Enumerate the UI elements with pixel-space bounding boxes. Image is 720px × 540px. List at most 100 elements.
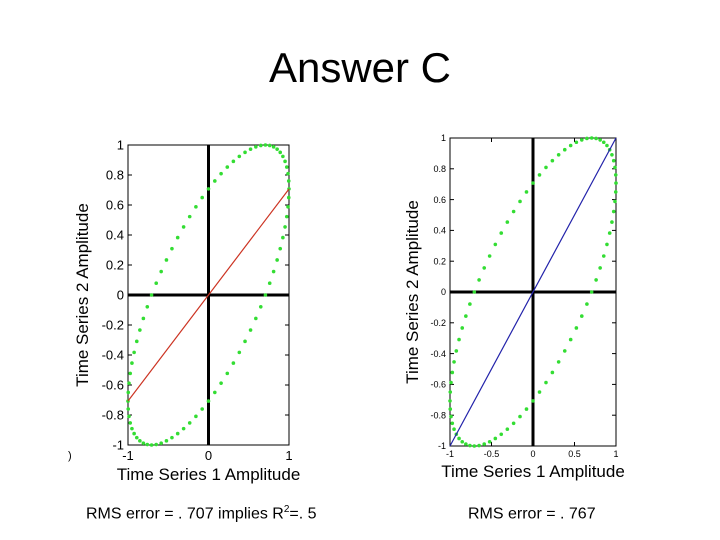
scatter-point xyxy=(499,231,504,235)
scatter-point xyxy=(141,316,146,321)
scatter-point xyxy=(589,136,594,140)
scatter-point xyxy=(126,407,131,411)
scatter-point xyxy=(450,370,455,375)
scatter-point xyxy=(267,281,272,286)
scatter-point xyxy=(213,390,217,395)
scatter-point xyxy=(556,152,561,157)
y-axis-label: Time Series 2 Amplitude xyxy=(73,203,92,387)
y-tick-label: -0.6 xyxy=(102,378,124,393)
y-tick-label: 0 xyxy=(117,288,124,303)
scatter-point xyxy=(457,436,461,441)
scatter-point xyxy=(487,254,492,258)
scatter-point xyxy=(254,145,258,149)
scatter-point xyxy=(449,414,453,419)
scatter-point xyxy=(611,209,616,214)
scatter-point xyxy=(601,254,606,258)
scatter-point xyxy=(159,441,163,445)
ellipse-series xyxy=(126,143,291,447)
y-tick-label: -1 xyxy=(112,438,124,453)
scatter-point xyxy=(598,138,602,142)
scatter-point xyxy=(258,143,263,148)
scatter-point xyxy=(544,165,548,170)
scatter-point xyxy=(550,158,555,163)
scatter-point xyxy=(464,442,468,446)
scatter-point xyxy=(283,225,287,229)
left-caption-superscript: 2 xyxy=(283,504,290,515)
scatter-point xyxy=(181,225,186,229)
scatter-point xyxy=(286,195,291,200)
scatter-point xyxy=(194,205,198,209)
y-tick-label: 0.8 xyxy=(106,168,124,183)
scatter-point xyxy=(562,147,567,152)
scatter-point xyxy=(613,199,617,204)
scatter-point xyxy=(138,439,142,443)
scatter-point xyxy=(454,349,459,353)
scatter-point xyxy=(457,337,461,342)
scatter-point xyxy=(505,220,510,224)
x-tick-label: 0.5 xyxy=(568,449,581,459)
scatter-point xyxy=(130,426,134,431)
scatter-point xyxy=(605,242,609,247)
y-tick-label: 0.2 xyxy=(106,258,124,273)
scatter-point xyxy=(231,361,236,365)
scatter-point xyxy=(284,165,289,169)
scatter-point xyxy=(271,269,276,274)
scatter-point xyxy=(281,235,285,240)
scatter-point xyxy=(175,431,180,436)
right-scatter-plot: -1 -0.5 0 0.5 1 -1 -0.8 -0.6 -0.4 -0.2 0 0.2 0.4 0.6 0… xyxy=(403,133,625,481)
scatter-point xyxy=(278,246,283,251)
scatter-point xyxy=(531,181,535,185)
scatter-point xyxy=(450,421,455,426)
scatter-point xyxy=(213,179,217,183)
y-tick-label: 0.6 xyxy=(106,198,124,213)
scatter-point xyxy=(187,421,192,425)
scatter-point xyxy=(278,150,283,155)
scatter-point xyxy=(263,293,268,297)
y-tick-label: -0.8 xyxy=(102,408,124,423)
scatter-point xyxy=(254,316,258,321)
scatter-point xyxy=(511,421,516,426)
y-tick-label: 0.2 xyxy=(433,256,446,266)
scatter-point xyxy=(248,147,253,151)
edge-mark: ) xyxy=(68,450,72,462)
scatter-point xyxy=(594,278,598,282)
scatter-point xyxy=(237,350,242,355)
left-caption-text: RMS error = . 707 implies R xyxy=(86,505,284,523)
left-scatter-plot: -1 0 1 -1 -0.8 -0.6 -0.4 -0.2 0 0.2 0.4 0.6 0.8 1 Time… xyxy=(73,138,300,484)
scatter-point xyxy=(243,150,247,155)
scatter-point xyxy=(127,414,131,419)
scatter-point xyxy=(568,143,573,148)
scatter-point xyxy=(477,443,481,448)
y-tick-label: 0.6 xyxy=(433,195,446,205)
scatter-point xyxy=(263,143,268,147)
fit-line xyxy=(449,137,617,447)
scatter-point xyxy=(574,140,579,145)
scatter-point xyxy=(505,427,510,432)
scatter-point xyxy=(493,242,498,247)
scatter-point xyxy=(448,390,453,394)
scatter-point xyxy=(194,414,198,419)
y-tick-label: -1 xyxy=(438,441,446,451)
scatter-point xyxy=(524,407,529,411)
scatter-point xyxy=(482,442,487,446)
scatter-point xyxy=(568,337,573,342)
scatter-point xyxy=(468,443,472,448)
scatter-point xyxy=(605,143,609,148)
scatter-point xyxy=(448,407,453,411)
scatter-point xyxy=(267,143,272,148)
scatter-point xyxy=(531,399,535,403)
scatter-point xyxy=(579,138,584,142)
scatter-point xyxy=(138,328,142,332)
x-tick-label: 1 xyxy=(613,449,618,459)
x-tick-label: 1 xyxy=(285,448,292,463)
scatter-point xyxy=(132,431,136,436)
scatter-point xyxy=(130,361,134,365)
scatter-point xyxy=(511,209,516,214)
scatter-point xyxy=(258,304,263,309)
scatter-point xyxy=(613,173,618,177)
scatter-point xyxy=(607,231,612,235)
y-tick-label: 1 xyxy=(117,138,124,153)
scatter-point xyxy=(472,444,477,448)
scatter-point xyxy=(128,371,133,376)
scatter-point xyxy=(613,190,618,194)
